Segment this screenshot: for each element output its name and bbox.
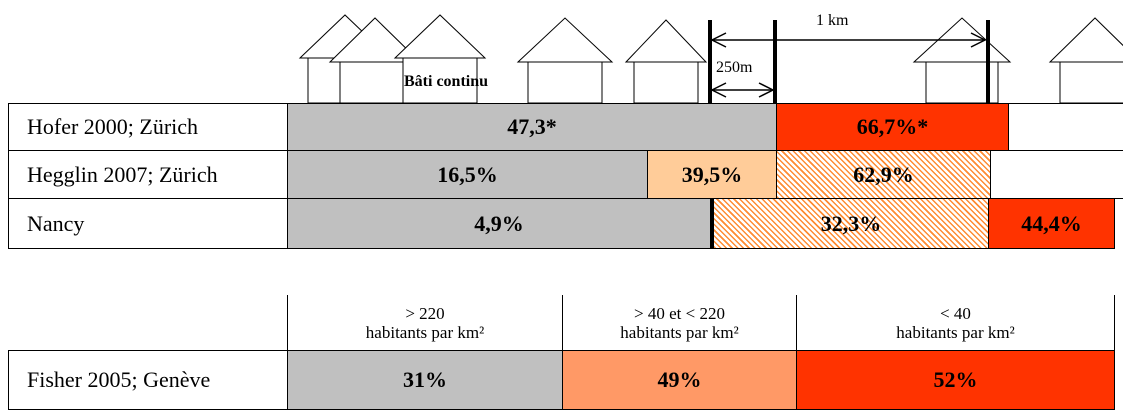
- cell: 66,7%*: [776, 103, 1009, 151]
- cell: 44,4%: [988, 198, 1115, 249]
- cell: [990, 150, 1123, 199]
- arrow-head: [710, 82, 727, 98]
- unit: habitants par km²: [365, 322, 485, 342]
- row-label: Fisher 2005; Genève: [8, 350, 288, 410]
- arrow-head: [970, 32, 987, 48]
- unit: habitants par km²: [620, 322, 739, 342]
- house: [339, 61, 411, 104]
- row-label: Nancy: [8, 198, 288, 249]
- cell: 49%: [562, 350, 797, 410]
- house: [1059, 61, 1123, 104]
- cell: 47,3*: [287, 103, 777, 151]
- house: [402, 57, 478, 104]
- range: < 40: [940, 303, 971, 323]
- cell: 32,3%: [710, 198, 989, 249]
- cell: 39,5%: [647, 150, 777, 199]
- cell: [1008, 103, 1123, 151]
- built-label: Bâti continu: [404, 73, 488, 90]
- arrow-head: [710, 32, 727, 48]
- cell: 52%: [796, 350, 1115, 410]
- house: [527, 61, 603, 104]
- roof: [624, 19, 708, 63]
- range: > 40 et < 220: [634, 303, 725, 323]
- roof: [516, 17, 614, 63]
- unit: habitants par km²: [896, 322, 1015, 342]
- range: > 220: [405, 303, 445, 323]
- distance-label: 250m: [716, 59, 753, 76]
- cell: 31%: [287, 350, 563, 410]
- row-label: Hegglin 2007; Zürich: [8, 150, 288, 199]
- density-header: > 40 et < 220 habitants par km²: [562, 295, 797, 351]
- cell: 62,9%: [776, 150, 991, 199]
- distance-label: 1 km: [816, 12, 849, 29]
- roof: [393, 14, 487, 59]
- density-header: > 220 habitants par km²: [287, 295, 563, 351]
- roof: [1048, 17, 1123, 63]
- arrow-head: [758, 82, 775, 98]
- density-header: < 40 habitants par km²: [796, 295, 1115, 351]
- house: [633, 61, 699, 104]
- cell: 16,5%: [287, 150, 648, 199]
- row-label: Hofer 2000; Zürich: [8, 103, 288, 151]
- cell: 4,9%: [287, 198, 711, 249]
